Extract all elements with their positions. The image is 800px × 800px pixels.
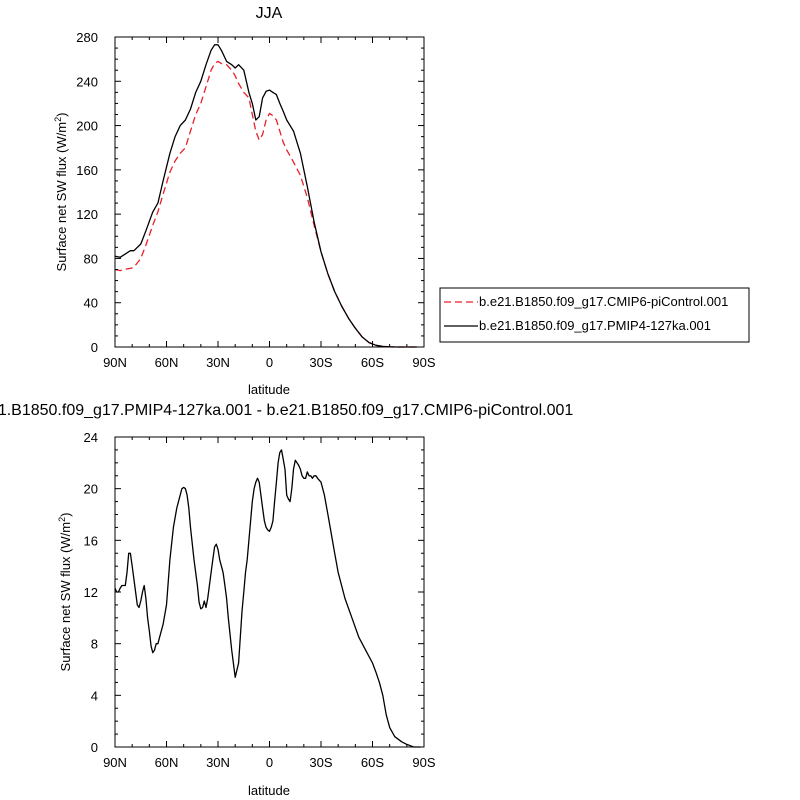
top-y-axis-label: Surface net SW flux (W/m2): [53, 113, 69, 272]
legend-label-127ka: b.e21.B1850.f09_g17.PMIP4-127ka.001: [479, 318, 711, 333]
bottom-plot-frame: [114, 436, 425, 748]
bottom-x-tick-label: 90N: [103, 755, 127, 770]
bottom-x-axis-label: latitude: [248, 783, 290, 798]
bottom-series-line-0: [114, 449, 421, 748]
top-plot-frame: [114, 36, 425, 348]
bottom-y-axis-label: Surface net SW flux (W/m2): [57, 513, 73, 672]
bottom-y-tick-label: 24: [84, 430, 98, 445]
bottom-panel: b.e21.B1850.f09_g17.PMIP4-127ka.001 - b.…: [0, 402, 573, 798]
top-y-tick-label: 200: [76, 119, 98, 134]
legend: b.e21.B1850.f09_g17.CMIP6-piControl.001 …: [439, 287, 750, 343]
top-x-axis-label: latitude: [248, 382, 290, 397]
top-x-tick-label: 30S: [309, 355, 332, 370]
bottom-y-tick-label: 8: [91, 637, 98, 652]
top-x-tick-label: 90S: [412, 355, 435, 370]
top-y-tick-label: 160: [76, 163, 98, 178]
bottom-y-tick-label: 16: [84, 533, 98, 548]
bottom-x-tick-label: 60N: [155, 755, 179, 770]
legend-frame: [439, 287, 750, 343]
bottom-x-tick-label: 90S: [412, 755, 435, 770]
top-x-tick-label: 60S: [361, 355, 384, 370]
top-chart-title: JJA: [256, 5, 283, 22]
legend-label-picontrol: b.e21.B1850.f09_g17.CMIP6-piControl.001: [479, 294, 728, 309]
top-y-tick-label: 0: [91, 340, 98, 355]
bottom-x-tick-label: 30N: [206, 755, 230, 770]
bottom-y-tick-label: 0: [91, 740, 98, 755]
top-y-tick-label: 120: [76, 207, 98, 222]
bottom-y-tick-label: 4: [91, 688, 98, 703]
top-y-tick-label: 80: [84, 251, 98, 266]
top-x-tick-label: 0: [266, 355, 273, 370]
bottom-y-tick-label: 12: [84, 585, 98, 600]
top-y-tick-label: 40: [84, 296, 98, 311]
top-plot-area: 90N 60N 30N 0 30S 60S 90S 0 40 80 120 160 200 240 280: [76, 30, 436, 370]
bottom-chart-title: b.e21.B1850.f09_g17.PMIP4-127ka.001 - b.…: [0, 402, 573, 419]
bottom-plot-area: 90N 60N 30N 0 30S 60S 90S 0 4 8 12 16 20 24: [84, 430, 436, 770]
bottom-y-tick-label: 20: [84, 482, 98, 497]
top-panel: JJA 90N 60N 30N 0 30S 60S 90S 0 40 80 120 160 200 240…: [53, 5, 750, 397]
top-x-tick-label: 90N: [103, 355, 127, 370]
top-y-tick-label: 240: [76, 74, 98, 89]
top-y-tick-label: 280: [76, 30, 98, 45]
top-series-line-0: [114, 60, 418, 348]
top-series-line-1: [114, 44, 418, 348]
bottom-x-tick-label: 60S: [361, 755, 384, 770]
bottom-x-tick-label: 0: [266, 755, 273, 770]
top-x-tick-label: 60N: [155, 355, 179, 370]
bottom-x-tick-label: 30S: [309, 755, 332, 770]
top-x-tick-label: 30N: [206, 355, 230, 370]
